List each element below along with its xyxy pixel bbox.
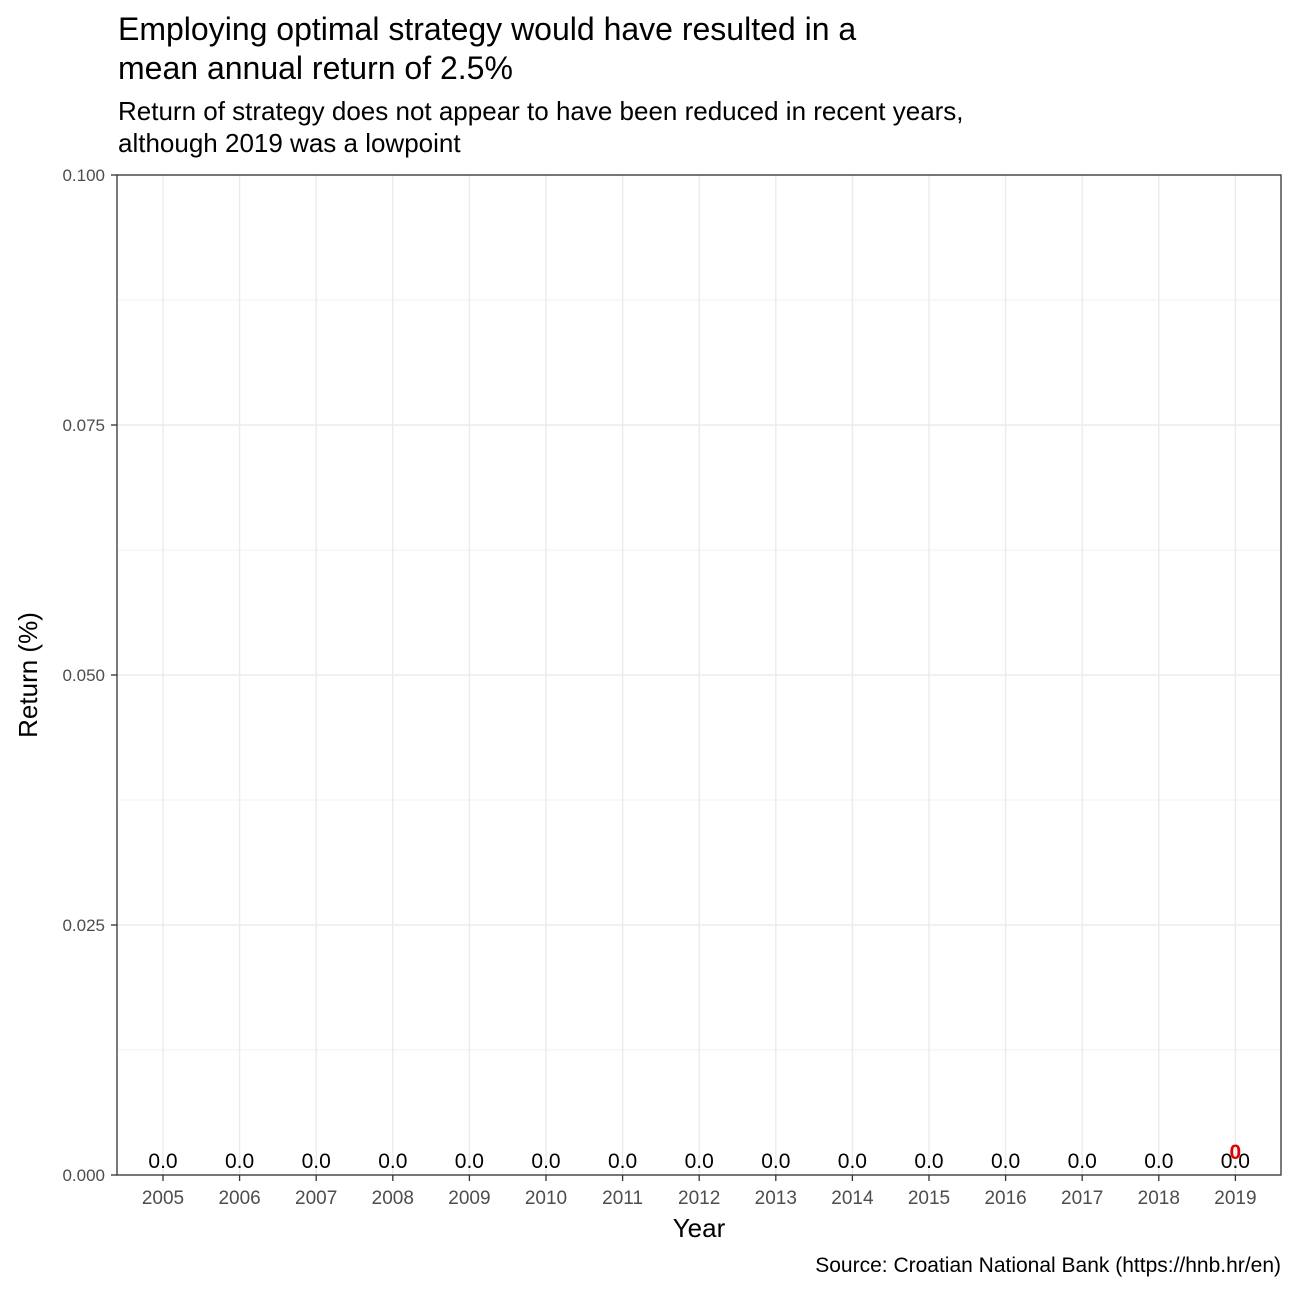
- x-tick-label: 2006: [218, 1188, 260, 1209]
- bar-value-label: 0.0: [838, 1150, 867, 1173]
- y-axis-title: Return (%): [13, 612, 43, 738]
- data-marks: 0.0 0.0 0.0 0.0 0.0 0.0 0.0 0.0 0.0 0.0 0.0 0.0 0.0 0…: [148, 1141, 1250, 1173]
- x-tick-label: 2019: [1214, 1188, 1256, 1209]
- x-tick-label: 2011: [602, 1188, 643, 1209]
- bar-value-label: 0.0: [1144, 1150, 1173, 1173]
- axes: 0.000 0.025 0.050 0.075 0.100 2005 2006 2007 200…: [62, 166, 1256, 1209]
- x-tick-label: 2013: [755, 1188, 797, 1209]
- bar-value-label: 0.0: [608, 1150, 637, 1173]
- bar-value-label: 0.0: [991, 1150, 1020, 1173]
- bar-value-label: 0.0: [914, 1150, 943, 1173]
- y-tick-label: 0.075: [62, 416, 105, 435]
- bar-value-label: 0.0: [1068, 1150, 1097, 1173]
- bar-value-label: 0.0: [761, 1150, 790, 1173]
- highlight-label: 0: [1230, 1141, 1242, 1164]
- x-tick-label: 2008: [372, 1188, 414, 1209]
- y-tick-label: 0.100: [62, 166, 105, 185]
- x-tick-label: 2016: [984, 1188, 1026, 1209]
- bar-value-label: 0.0: [302, 1150, 331, 1173]
- x-tick-label: 2009: [448, 1188, 490, 1209]
- x-tick-label: 2015: [908, 1188, 950, 1209]
- bar-value-label: 0.0: [225, 1150, 254, 1173]
- x-tick-label: 2012: [678, 1188, 720, 1209]
- bar-value-label: 0.0: [378, 1150, 407, 1173]
- source-caption: Source: Croatian National Bank (https://…: [815, 1254, 1281, 1277]
- x-tick-label: 2014: [831, 1188, 874, 1209]
- bar-value-label: 0.0: [685, 1150, 714, 1173]
- x-tick-label: 2005: [142, 1188, 184, 1209]
- bar-value-label: 0.0: [531, 1150, 560, 1173]
- y-tick-label: 0.000: [62, 1166, 105, 1185]
- grid-lines: [117, 174, 1281, 1176]
- y-tick-label: 0.050: [62, 666, 105, 685]
- x-tick-label: 2018: [1138, 1188, 1180, 1209]
- x-axis-title: Year: [673, 1213, 726, 1243]
- y-tick-label: 0.025: [62, 916, 105, 935]
- x-tick-label: 2007: [295, 1188, 337, 1209]
- chart-title: Employing optimal strategy would have re…: [118, 11, 857, 86]
- bar-value-label: 0.0: [148, 1150, 177, 1173]
- bar-value-label: 0.0: [1221, 1150, 1250, 1173]
- bar-value-label: 0.0: [455, 1150, 484, 1173]
- x-tick-label: 2010: [525, 1188, 567, 1209]
- x-tick-label: 2017: [1061, 1188, 1103, 1209]
- chart-subtitle: Return of strategy does not appear to ha…: [118, 96, 964, 158]
